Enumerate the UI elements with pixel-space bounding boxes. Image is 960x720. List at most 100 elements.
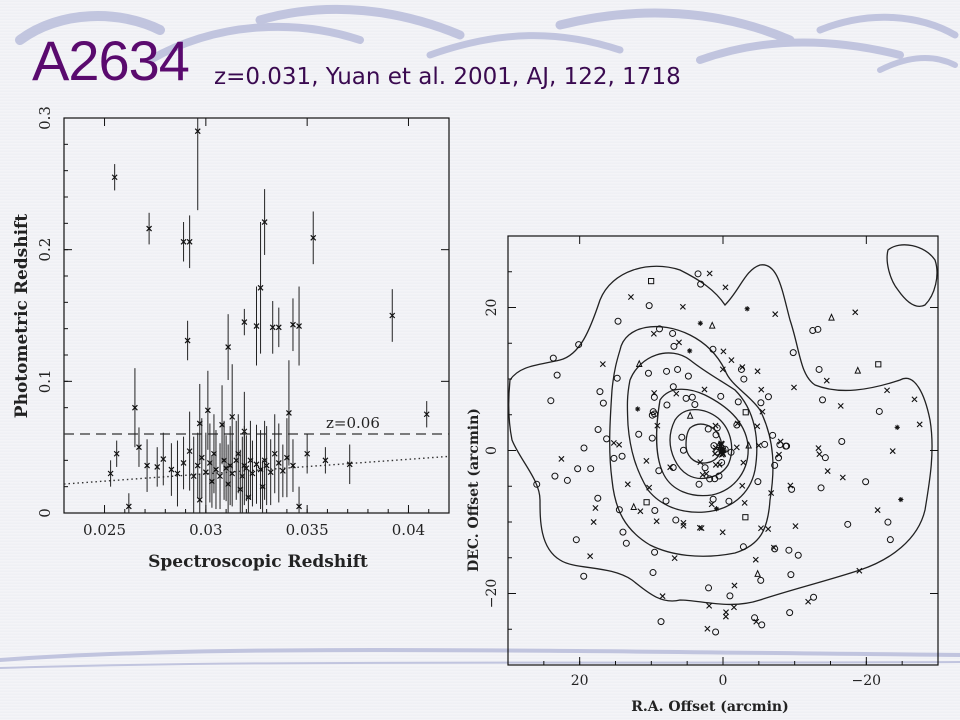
galaxy-marker-circle — [726, 592, 734, 600]
galaxy-marker-triangle — [708, 321, 716, 329]
galaxy-marker-cross — [755, 442, 762, 449]
galaxy-marker-circle — [594, 494, 602, 502]
map-y-tick-label: 0 — [484, 446, 500, 455]
galaxy-marker-circle — [603, 435, 611, 443]
galaxy-marker-circle — [662, 497, 670, 505]
galaxy-marker-asterisk — [713, 506, 720, 512]
galaxy-marker-circle — [787, 571, 795, 579]
galaxy-marker-circle — [645, 302, 653, 310]
redshift-point — [261, 189, 268, 255]
redshift-point — [168, 443, 175, 496]
galaxy-marker-circle — [838, 437, 846, 445]
redshift-point — [263, 426, 270, 506]
galaxy-marker-circle — [709, 495, 717, 503]
galaxy-marker-circle — [817, 484, 825, 492]
galaxy-marker-triangle — [630, 502, 638, 511]
galaxy-marker-cross — [590, 519, 597, 526]
redshift-point — [111, 164, 118, 191]
galaxy-marker-circle — [737, 365, 745, 373]
galaxy-marker-circle — [771, 545, 779, 553]
slide-title: A2634 — [32, 29, 190, 92]
redshift-point — [269, 301, 276, 354]
fit-line — [63, 455, 450, 485]
galaxy-marker-cross — [765, 526, 772, 533]
x-tick-label: 0.035 — [286, 521, 329, 539]
galaxy-marker-asterisk — [635, 406, 641, 412]
galaxy-marker-cross — [719, 529, 726, 536]
redshift-points — [107, 118, 430, 513]
galaxy-marker-circle — [884, 518, 892, 526]
contour-level-1 — [508, 264, 933, 606]
galaxy-marker-cross — [753, 618, 760, 625]
galaxy-marker-cross — [723, 609, 730, 616]
y-tick-label: 0.1 — [36, 369, 54, 393]
galaxy-marker-circle — [734, 398, 742, 406]
galaxy-marker-circle — [712, 431, 720, 439]
galaxy-marker-circle — [761, 440, 769, 448]
contour-level-6 — [685, 423, 723, 464]
galaxy-marker-circle — [810, 593, 818, 601]
redshift-point — [237, 449, 244, 513]
galaxy-marker-cross — [679, 303, 686, 310]
galaxy-marker-cross — [839, 474, 846, 481]
galaxy-marker-cross — [650, 330, 657, 337]
galaxy-marker-asterisk — [898, 496, 904, 503]
redshift-point — [389, 289, 396, 342]
swoosh-6 — [696, 38, 904, 64]
galaxy-marker-circle — [663, 401, 671, 409]
slide-subtitle: z=0.031, Yuan et al. 2001, AJ, 122, 1718 — [214, 64, 681, 90]
galaxy-marker-circle — [757, 576, 765, 584]
galaxy-marker-circle — [709, 345, 717, 353]
galaxy-marker-circle — [651, 506, 659, 514]
galaxy-marker-cross — [697, 459, 704, 466]
galaxy-marker-cross — [733, 444, 740, 451]
galaxy-marker-triangle — [745, 441, 753, 449]
galaxy-marker-circle — [622, 539, 630, 547]
galaxy-marker-cross — [718, 451, 725, 458]
galaxy-marker-cross — [627, 294, 634, 301]
galaxy-marker-cross — [805, 598, 812, 605]
redshift-point — [296, 286, 302, 366]
galaxy-marker-circle — [596, 388, 604, 396]
galaxy-marker-circle — [815, 365, 823, 373]
galaxy-marker-cross — [706, 270, 713, 277]
galaxy-marker-circle — [886, 536, 894, 544]
galaxy-marker-cross — [791, 384, 797, 391]
galaxy-marker-cross — [646, 484, 653, 491]
galaxy-marker-circle — [580, 444, 588, 452]
redshift-point — [190, 436, 197, 513]
redshift-point — [225, 314, 232, 381]
galaxy-marker-cross — [712, 461, 719, 468]
galaxy-markers — [533, 270, 923, 636]
galaxy-marker-circle — [710, 442, 718, 450]
sky-map-axes: 20 0 −20 −20 0 20 — [484, 236, 938, 689]
redshift-point — [290, 298, 296, 352]
swoosh-7 — [816, 13, 959, 39]
galaxy-marker-circle — [533, 480, 541, 488]
galaxy-marker-circle — [657, 618, 665, 626]
galaxy-marker-cross — [728, 357, 735, 364]
swoosh-3 — [255, 4, 465, 40]
galaxy-marker-circle — [635, 430, 643, 438]
threshold-annotation: z=0.06 — [326, 414, 380, 432]
galaxy-marker-circle — [674, 365, 682, 373]
redshift-point — [225, 444, 232, 513]
galaxy-marker-circle — [678, 433, 686, 441]
galaxy-marker-cross — [815, 445, 822, 452]
galaxy-marker-cross — [719, 366, 726, 373]
galaxy-marker-circle — [644, 369, 652, 377]
redshift-point — [253, 424, 260, 504]
galaxy-marker-circle — [844, 520, 852, 528]
galaxy-marker-square — [875, 361, 882, 368]
galaxy-marker-circle — [697, 280, 705, 288]
galaxy-marker-circle — [551, 472, 559, 480]
galaxy-marker-cross — [911, 396, 918, 403]
map-y-tick-label: 20 — [484, 299, 500, 317]
x-tick-label: 0.04 — [392, 521, 425, 539]
y-tick-label: 0.3 — [36, 106, 54, 130]
redshift-point — [131, 368, 138, 448]
galaxy-marker-cross — [712, 422, 719, 429]
x-tick-label: 0.03 — [189, 521, 222, 539]
